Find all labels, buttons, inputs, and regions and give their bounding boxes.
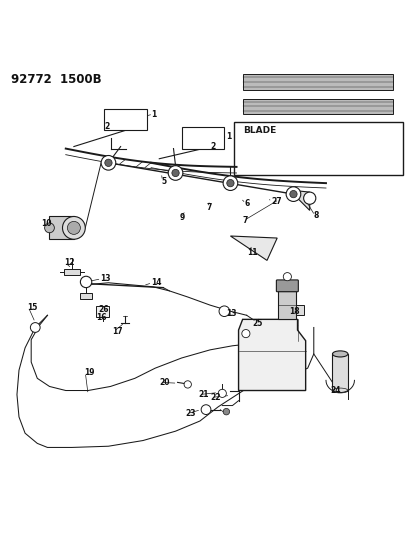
Ellipse shape bbox=[333, 351, 348, 357]
Circle shape bbox=[218, 389, 226, 398]
Text: 5: 5 bbox=[161, 176, 166, 185]
Text: 7: 7 bbox=[206, 203, 211, 212]
Circle shape bbox=[168, 166, 183, 180]
Text: 1: 1 bbox=[151, 109, 156, 118]
Polygon shape bbox=[289, 190, 310, 211]
Text: BLADE: BLADE bbox=[243, 126, 276, 135]
Polygon shape bbox=[243, 74, 393, 90]
Text: 13: 13 bbox=[100, 274, 111, 283]
FancyBboxPatch shape bbox=[96, 306, 109, 317]
Text: 92772  1500B: 92772 1500B bbox=[11, 74, 102, 86]
FancyBboxPatch shape bbox=[278, 291, 296, 319]
Circle shape bbox=[62, 216, 85, 239]
Circle shape bbox=[172, 169, 179, 176]
FancyBboxPatch shape bbox=[80, 293, 92, 299]
Circle shape bbox=[30, 322, 40, 333]
Text: 10: 10 bbox=[41, 219, 52, 228]
FancyBboxPatch shape bbox=[276, 280, 298, 292]
Polygon shape bbox=[239, 319, 306, 391]
Text: 17: 17 bbox=[113, 327, 123, 336]
FancyBboxPatch shape bbox=[49, 216, 74, 239]
Text: 26: 26 bbox=[98, 305, 109, 314]
Text: 27: 27 bbox=[271, 197, 282, 206]
Circle shape bbox=[223, 408, 230, 415]
Text: 7: 7 bbox=[243, 216, 248, 225]
Circle shape bbox=[227, 180, 234, 187]
Circle shape bbox=[290, 190, 297, 198]
Text: 14: 14 bbox=[151, 278, 162, 287]
Circle shape bbox=[184, 381, 191, 388]
Text: 23: 23 bbox=[186, 409, 196, 418]
Circle shape bbox=[67, 221, 80, 235]
Circle shape bbox=[283, 272, 291, 281]
Text: 9: 9 bbox=[180, 213, 185, 222]
Text: 1: 1 bbox=[226, 132, 232, 141]
Circle shape bbox=[242, 329, 250, 338]
Circle shape bbox=[223, 176, 238, 190]
Text: 21: 21 bbox=[198, 390, 208, 399]
Circle shape bbox=[219, 306, 230, 317]
Text: 22: 22 bbox=[210, 393, 221, 402]
FancyBboxPatch shape bbox=[64, 269, 80, 274]
Ellipse shape bbox=[333, 388, 348, 393]
Text: 18: 18 bbox=[289, 306, 300, 316]
Circle shape bbox=[44, 223, 54, 233]
FancyBboxPatch shape bbox=[104, 109, 147, 130]
Circle shape bbox=[101, 156, 116, 170]
FancyBboxPatch shape bbox=[182, 127, 224, 149]
Text: 16: 16 bbox=[96, 313, 107, 322]
Circle shape bbox=[105, 159, 112, 166]
Text: 19: 19 bbox=[84, 368, 95, 377]
Text: 6: 6 bbox=[245, 199, 250, 208]
FancyBboxPatch shape bbox=[333, 354, 348, 391]
Text: 25: 25 bbox=[253, 319, 263, 328]
Text: 15: 15 bbox=[27, 303, 38, 312]
Polygon shape bbox=[231, 236, 277, 261]
FancyBboxPatch shape bbox=[296, 305, 304, 316]
Polygon shape bbox=[243, 99, 393, 114]
Text: 20: 20 bbox=[159, 378, 170, 387]
Text: 12: 12 bbox=[64, 258, 74, 267]
Text: 11: 11 bbox=[247, 248, 257, 257]
Circle shape bbox=[286, 187, 301, 201]
Text: 2: 2 bbox=[210, 142, 215, 151]
Circle shape bbox=[80, 276, 92, 288]
FancyBboxPatch shape bbox=[235, 122, 403, 175]
Text: 24: 24 bbox=[330, 386, 341, 395]
Text: 13: 13 bbox=[226, 309, 237, 318]
Circle shape bbox=[201, 405, 211, 415]
Text: 8: 8 bbox=[314, 211, 319, 220]
Circle shape bbox=[304, 192, 316, 204]
Text: 2: 2 bbox=[104, 122, 110, 131]
